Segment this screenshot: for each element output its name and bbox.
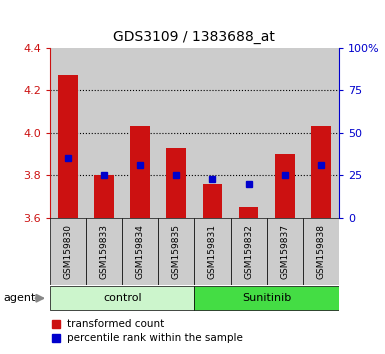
Text: GSM159835: GSM159835 <box>172 224 181 279</box>
Text: GSM159830: GSM159830 <box>64 224 73 279</box>
Bar <box>158 48 194 218</box>
Bar <box>122 48 158 218</box>
Bar <box>203 184 223 218</box>
Text: GSM159832: GSM159832 <box>244 224 253 279</box>
Bar <box>266 48 303 218</box>
Bar <box>50 48 86 218</box>
Bar <box>50 218 86 285</box>
Bar <box>311 126 331 218</box>
Bar <box>231 218 266 285</box>
Bar <box>194 286 339 310</box>
Text: GSM159833: GSM159833 <box>100 224 109 279</box>
Bar <box>275 154 295 218</box>
Text: GSM159837: GSM159837 <box>280 224 289 279</box>
Bar <box>303 218 339 285</box>
Text: Sunitinib: Sunitinib <box>242 293 291 303</box>
Text: control: control <box>103 293 142 303</box>
Bar <box>122 218 158 285</box>
Text: percentile rank within the sample: percentile rank within the sample <box>67 333 243 343</box>
Title: GDS3109 / 1383688_at: GDS3109 / 1383688_at <box>114 30 275 44</box>
Bar <box>266 218 303 285</box>
Bar <box>194 48 231 218</box>
Text: GSM159834: GSM159834 <box>136 224 145 279</box>
Bar <box>303 48 339 218</box>
Text: GSM159831: GSM159831 <box>208 224 217 279</box>
Bar <box>131 126 150 218</box>
Bar <box>86 48 122 218</box>
Bar <box>50 286 194 310</box>
Text: transformed count: transformed count <box>67 319 165 329</box>
Bar <box>166 148 186 218</box>
Bar <box>158 218 194 285</box>
Text: GSM159838: GSM159838 <box>316 224 325 279</box>
Bar <box>86 218 122 285</box>
Text: agent: agent <box>4 293 36 303</box>
Bar <box>94 175 114 218</box>
Bar <box>231 48 266 218</box>
Bar <box>194 218 231 285</box>
Bar <box>58 75 78 218</box>
Bar <box>239 207 258 218</box>
